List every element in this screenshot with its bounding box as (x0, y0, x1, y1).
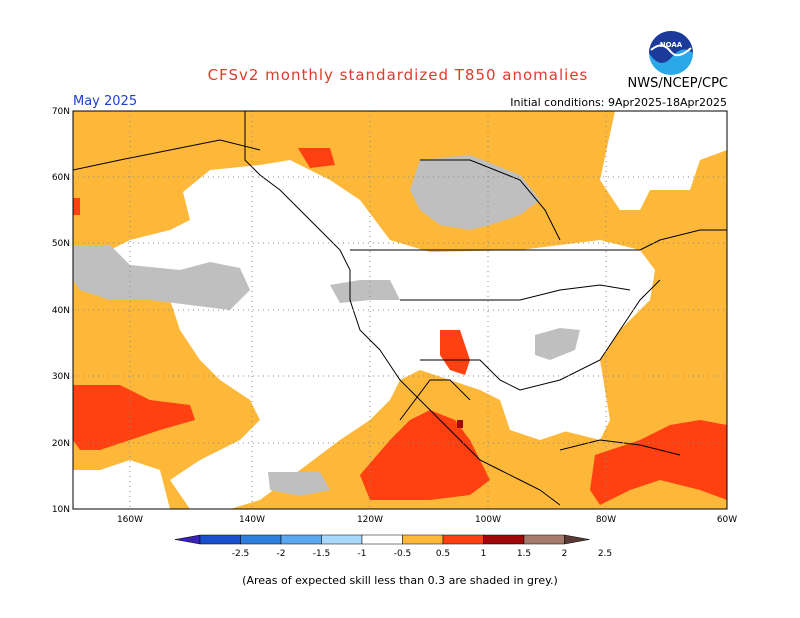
legend-swatch (199, 534, 241, 545)
agency-label: NWS/NCEP/CPC (627, 76, 728, 91)
legend-label: 1 (481, 549, 487, 559)
legend-label: -1.5 (313, 549, 331, 559)
low-skill-region-southeast (535, 328, 580, 360)
lat-label: 20N (52, 439, 70, 449)
low-skill-region-east-pacific (268, 472, 330, 496)
map-frame (72, 110, 728, 510)
noaa-logo: NOAA (649, 31, 693, 75)
legend-label: -0.5 (394, 549, 412, 559)
neutral-region-west-pacific (73, 460, 170, 509)
legend-swatch (361, 534, 403, 545)
chart-title: CFSv2 monthly standardized T850 anomalie… (207, 66, 589, 84)
initial-conditions-label: Initial conditions: 9Apr2025-18Apr2025 (510, 96, 727, 109)
warm-region-bering (73, 198, 80, 215)
legend-label: 0.5 (436, 549, 450, 559)
legend-swatch (240, 534, 282, 545)
legend-label: -2 (277, 549, 286, 559)
lat-labels: 70N 60N 50N 40N 30N 20N 10N (52, 107, 70, 515)
footnote: (Areas of expected skill less than 0.3 a… (242, 574, 558, 587)
legend-swatch (483, 534, 525, 545)
legend-label: -2.5 (232, 549, 250, 559)
graticule (73, 111, 727, 509)
legend-label: 1.5 (517, 549, 531, 559)
legend-swatch (321, 534, 363, 545)
low-skill-region-pacific (73, 245, 250, 310)
low-skill-region-canada (410, 155, 540, 230)
lon-label: 160W (117, 515, 143, 525)
lon-label: 80W (596, 515, 616, 525)
valid-month-label: May 2025 (73, 94, 138, 109)
neutral-region-pacific (110, 160, 655, 509)
legend-label: 2.5 (598, 549, 612, 559)
lat-label: 60N (52, 173, 70, 183)
warm-region-yukon (298, 148, 335, 168)
legend-colorbar: -2.5 -2 -1.5 -1 -0.5 0.5 1 1.5 2 2.5 (174, 534, 612, 559)
hot-spot-mexico (457, 420, 463, 428)
lon-label: 60W (717, 515, 737, 525)
legend-label: -1 (358, 549, 367, 559)
lat-label: 40N (52, 306, 70, 316)
map-field (73, 111, 727, 509)
lat-label: 50N (52, 239, 70, 249)
legend-arrow-low (174, 534, 201, 545)
noaa-logo-text: NOAA (660, 41, 683, 49)
lon-labels: 160W 140W 120W 100W 80W 60W (117, 515, 737, 525)
lon-label: 100W (475, 515, 501, 525)
warm-region-southwest (440, 330, 470, 375)
legend-swatch (280, 534, 322, 545)
warm-region-caribbean (590, 420, 727, 505)
warm-region-mexico-pacific (360, 410, 490, 500)
lon-label: 140W (239, 515, 265, 525)
lon-label: 120W (357, 515, 383, 525)
warm-region-hawaii (73, 385, 195, 450)
lat-label: 70N (52, 107, 70, 117)
legend-swatch (402, 534, 444, 545)
lat-label: 10N (52, 505, 70, 515)
legend-arrow-high (564, 534, 590, 545)
legend-swatch (442, 534, 484, 545)
legend-swatch (523, 534, 565, 545)
legend-label: 2 (562, 549, 568, 559)
neutral-region-atlantic (600, 111, 727, 210)
neutral-region-gulf (500, 400, 570, 440)
low-skill-region-plains (330, 280, 400, 303)
lat-label: 30N (52, 372, 70, 382)
